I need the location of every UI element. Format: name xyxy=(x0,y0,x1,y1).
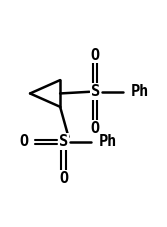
Text: Ph: Ph xyxy=(99,134,117,149)
Text: O: O xyxy=(91,47,100,63)
Text: O: O xyxy=(91,121,100,136)
Text: Ph: Ph xyxy=(130,84,148,99)
Text: S: S xyxy=(59,134,68,149)
Text: O: O xyxy=(59,171,68,186)
Text: S: S xyxy=(91,84,100,99)
Text: O: O xyxy=(19,134,28,149)
